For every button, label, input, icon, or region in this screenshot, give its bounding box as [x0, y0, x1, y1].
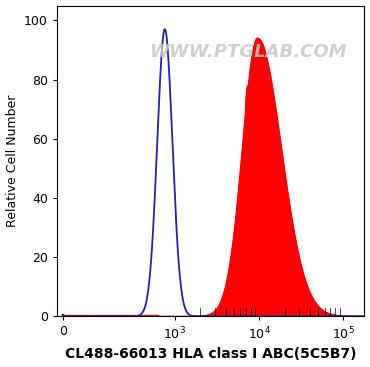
Y-axis label: Relative Cell Number: Relative Cell Number — [6, 95, 18, 227]
X-axis label: CL488-66013 HLA class I ABC(5C5B7): CL488-66013 HLA class I ABC(5C5B7) — [65, 348, 356, 361]
Text: WWW.PTGLAB.COM: WWW.PTGLAB.COM — [149, 43, 346, 61]
